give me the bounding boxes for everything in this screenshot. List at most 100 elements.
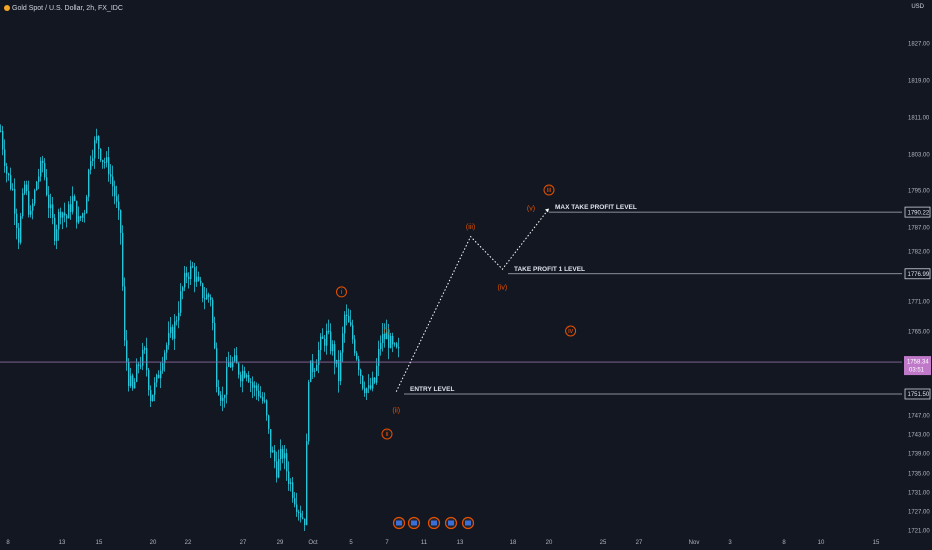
candle-body	[350, 322, 352, 326]
candle-body	[2, 131, 4, 150]
candle-body	[338, 359, 340, 382]
candle-body	[204, 298, 206, 300]
candle-body	[76, 200, 78, 223]
time-tick-label: 20	[546, 540, 553, 546]
candle-body	[180, 291, 182, 313]
candle-body	[396, 343, 398, 348]
price-axis-background[interactable]	[902, 0, 932, 536]
candle-body	[236, 355, 238, 364]
candle-body	[342, 333, 344, 353]
candle-body	[46, 177, 48, 195]
candle-body	[70, 204, 72, 212]
time-tick-label: 10	[818, 540, 825, 546]
time-axis-background[interactable]	[0, 536, 932, 550]
candle-body	[354, 339, 356, 354]
wave-label: iv	[568, 328, 574, 335]
candle-body	[66, 215, 68, 219]
candle-body	[156, 374, 158, 383]
candle-body	[262, 397, 264, 402]
event-marker[interactable]	[461, 516, 475, 530]
event-marker[interactable]	[444, 516, 458, 530]
candle-body	[160, 370, 162, 379]
time-tick-label: 22	[185, 540, 192, 546]
flag-icon	[465, 520, 471, 526]
price-tick-label: 1771.00	[908, 300, 930, 306]
currency-text: USD	[911, 4, 924, 10]
candle-body	[308, 381, 310, 442]
event-marker[interactable]	[392, 516, 406, 530]
candle-body	[240, 374, 242, 382]
candles-layer	[0, 124, 400, 532]
candle-body	[252, 382, 254, 388]
candle-body	[136, 364, 138, 382]
candle-body	[228, 362, 230, 367]
time-tick-label: 29	[277, 540, 284, 546]
candle-body	[294, 498, 296, 505]
candle-body	[200, 280, 202, 284]
candle-body	[68, 204, 70, 219]
candle-body	[318, 350, 320, 366]
candle-body	[258, 390, 260, 397]
currency-label[interactable]: USD	[911, 4, 924, 11]
gold-symbol-icon	[4, 5, 10, 11]
candle-body	[392, 335, 394, 345]
candle-body	[48, 194, 50, 209]
price-axis[interactable]: 1827.00 1819.00 1811.00 1803.00 1795.00 1787.…	[904, 42, 931, 535]
candle-body	[118, 201, 120, 211]
level-label: TAKE PROFIT 1 LEVEL	[514, 266, 585, 273]
event-markers-layer	[392, 516, 475, 530]
level-price-text: 1790.22	[908, 210, 930, 216]
candle-body	[232, 361, 234, 368]
level-price-tag	[904, 206, 931, 218]
levels-layer: MAX TAKE PROFIT LEVEL TAKE PROFIT 1 LEVEL…	[0, 204, 902, 395]
candle-body	[60, 211, 62, 218]
candle-body	[32, 203, 34, 211]
candle-body	[82, 213, 84, 218]
candle-body	[234, 355, 236, 362]
price-tick-label: 1819.00	[908, 79, 930, 85]
candle-body	[348, 315, 350, 323]
time-tick-label: Nov	[689, 540, 700, 546]
candle-body	[328, 330, 330, 332]
price-tick-label: 1795.00	[908, 189, 930, 195]
candle-body	[6, 166, 8, 174]
candle-body	[330, 331, 332, 352]
candle-body	[368, 385, 370, 389]
price-tick-label: 1735.00	[908, 472, 930, 478]
wave-label-circle	[543, 184, 555, 196]
candle-body	[306, 441, 308, 526]
level-label: MAX TAKE PROFIT LEVEL	[555, 204, 637, 211]
candle-body	[62, 212, 64, 218]
candle-body	[150, 390, 152, 401]
candle-body	[378, 348, 380, 366]
candle-body	[78, 216, 80, 223]
level-price-tag	[904, 268, 931, 280]
candle-body	[304, 518, 306, 526]
symbol-title[interactable]: Gold Spot / U.S. Dollar, 2h, FX_IDC	[4, 5, 123, 12]
price-tick-label: 1765.00	[908, 330, 930, 336]
price-tick-label: 1743.00	[908, 433, 930, 439]
candle-body	[182, 287, 184, 292]
candle-body	[386, 331, 388, 340]
candle-body	[372, 377, 374, 389]
candle-body	[298, 512, 300, 514]
candle-body	[244, 370, 246, 378]
time-tick-label: 13	[457, 540, 464, 546]
candle-body	[394, 343, 396, 345]
event-marker[interactable]	[427, 516, 441, 530]
candle-body	[16, 213, 18, 228]
candle-body	[374, 377, 376, 383]
candle-body	[270, 429, 272, 453]
candle-body	[166, 345, 168, 353]
event-marker[interactable]	[407, 516, 421, 530]
time-tick-label: 8	[782, 540, 786, 546]
wave-label-circle	[336, 286, 347, 298]
candle-body	[208, 294, 210, 298]
time-axis[interactable]: 8 13 15 20 22 27 29 Oct 5 7 11 13 18 20 25 27 Nov 3 8 10 15	[6, 540, 880, 546]
candle-body	[310, 360, 312, 382]
candle-body	[108, 157, 110, 175]
candle-body	[356, 353, 358, 360]
flag-icon	[396, 520, 402, 526]
flag-icon	[411, 520, 417, 526]
